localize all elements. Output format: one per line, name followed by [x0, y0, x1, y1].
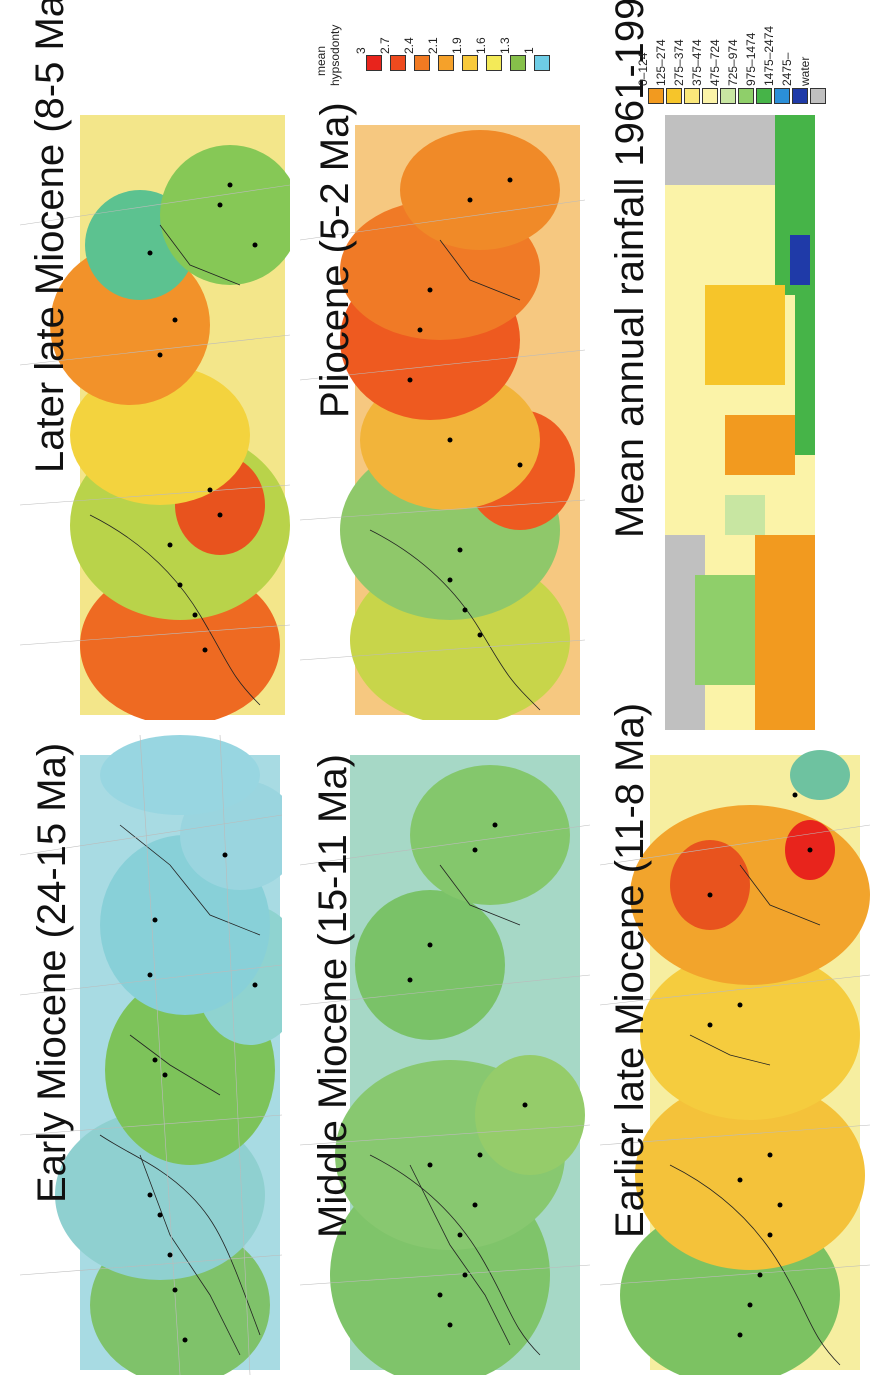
map-early-miocene — [20, 735, 282, 1375]
panel-title-middle-miocene: Middle Miocene (15-11 Ma) — [311, 754, 355, 1238]
legend-hypsodonty-label: 1.3 — [498, 37, 512, 54]
legend-rainfall-swatch — [792, 88, 808, 104]
legend-rainfall: 0–124 125–274 275–374 375–474 475–724 72… — [636, 0, 877, 112]
legend-rainfall-swatch — [720, 88, 736, 104]
panel-title-rainfall: Mean annual rainfall 1961-1990 — [608, 0, 652, 538]
map-earlier-late-miocene — [600, 750, 870, 1375]
legend-rainfall-label: 1475–2474 — [762, 25, 776, 86]
legend-rainfall-label: water — [798, 56, 812, 86]
legend-rainfall-label: 125–274 — [654, 39, 668, 86]
map-panel-rainfall — [665, 115, 815, 730]
panel-title-earlier-late-miocene: Earlier late Miocene (11-8 Ma) — [608, 702, 652, 1238]
legend-hypsodonty-swatch — [414, 55, 430, 71]
legend-rainfall-label: 0–124 — [636, 52, 650, 86]
legend-rainfall-label: 475–724 — [708, 39, 722, 86]
map-panel-earlier-late-miocene — [600, 735, 870, 1375]
legend-hypsodonty-label: 1.9 — [450, 37, 464, 54]
legend-rainfall-swatch — [810, 88, 826, 104]
legend-hypsodonty-swatch — [390, 55, 406, 71]
legend-rainfall-label: 275–374 — [672, 39, 686, 86]
map-panel-later-late-miocene — [20, 95, 290, 720]
legend-rainfall-swatch — [648, 88, 664, 104]
legend-hypsodonty-swatch — [510, 55, 526, 71]
legend-hypsodonty-label: 2.1 — [426, 37, 440, 54]
legend-hypsodonty-swatch — [462, 55, 478, 71]
legend-hypsodonty-label: 2.7 — [378, 37, 392, 54]
legend-hypsodonty-swatch — [366, 55, 382, 71]
map-panel-early-miocene — [20, 735, 282, 1375]
panel-title-early-miocene: Early Miocene (24-15 Ma) — [30, 742, 74, 1203]
legend-hypsodonty-swatch — [486, 55, 502, 71]
map-pliocene — [300, 125, 585, 720]
legend-hypsodonty-swatch — [534, 55, 550, 71]
legend-hypsodonty-label: 2.4 — [402, 37, 416, 54]
legend-hypsodonty-label: 1 — [522, 47, 536, 54]
legend-rainfall-swatch — [756, 88, 772, 104]
panel-title-pliocene: Pliocene (5-2 Ma) — [313, 102, 357, 418]
legend-rainfall-swatch — [684, 88, 700, 104]
map-panel-pliocene — [300, 110, 585, 720]
legend-rainfall-label: 975–1474 — [744, 32, 758, 86]
legend-hypsodonty-label: 3 — [354, 47, 368, 54]
legend-rainfall-label: 375–474 — [690, 39, 704, 86]
map-panel-middle-miocene — [300, 735, 590, 1375]
legend-hypsodonty-swatch — [438, 55, 454, 71]
legend-rainfall-label: 725–974 — [726, 39, 740, 86]
legend-rainfall-swatch — [738, 88, 754, 104]
legend-hypsodonty: mean hypsodonty 3 2.7 2.4 2.1 1.9 1.6 1.… — [300, 0, 560, 90]
legend-rainfall-swatch — [666, 88, 682, 104]
legend-hypsodonty-label: 1.6 — [474, 37, 488, 54]
legend-hypsodonty-title-line2: hypsodonty — [328, 24, 342, 86]
map-middle-miocene — [300, 755, 590, 1375]
legend-rainfall-swatch — [702, 88, 718, 104]
panel-title-later-late-miocene: Later late Miocene (8-5 Ma) — [28, 0, 72, 473]
legend-rainfall-label: 2475– — [780, 52, 794, 86]
map-later-late-miocene — [20, 115, 290, 720]
legend-rainfall-swatch — [774, 88, 790, 104]
legend-hypsodonty-title-line1: mean — [314, 45, 328, 76]
map-rainfall — [665, 115, 815, 730]
